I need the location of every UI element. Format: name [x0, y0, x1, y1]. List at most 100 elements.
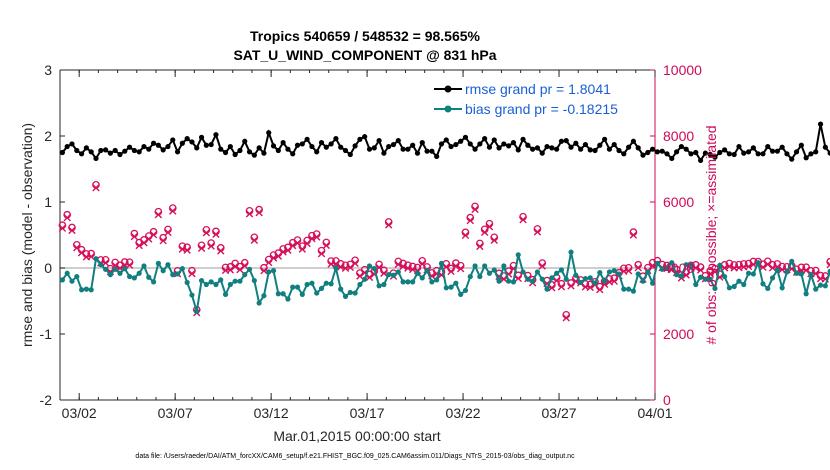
obs-assimilated-marker [380, 269, 388, 277]
obs-assimilated-stroke [154, 210, 163, 219]
bias-point [760, 281, 766, 287]
rmse-point [678, 143, 684, 150]
obs-assimilated-stroke [332, 260, 340, 268]
rmse-point [400, 146, 406, 152]
bias-point [366, 263, 373, 269]
obs-assimilated-stroke [370, 270, 378, 278]
rmse-point [434, 153, 440, 160]
bias-point [669, 260, 675, 266]
bias-point [155, 260, 161, 266]
rmse-point [126, 144, 133, 150]
bias-point [318, 285, 325, 292]
bias-point [261, 293, 267, 299]
bias-point [59, 277, 65, 283]
bias-point [539, 276, 545, 282]
rmse-point [78, 151, 85, 157]
bias-point [69, 278, 75, 284]
rmse-point [669, 155, 675, 162]
bias-point [534, 269, 541, 275]
bias-point [554, 270, 560, 276]
rmse-point [424, 148, 430, 154]
rmse-point [232, 151, 238, 158]
bias-point [88, 287, 94, 293]
rmse-point [774, 148, 780, 154]
bias-point [237, 278, 243, 284]
rmse-point [256, 145, 262, 151]
rmse-point [242, 138, 248, 144]
y-tick-label-left: 3 [44, 62, 52, 78]
rmse-point [664, 151, 670, 157]
bias-point [357, 281, 363, 288]
rmse-point [155, 142, 161, 148]
bias-point [606, 269, 613, 275]
bias-point [477, 273, 483, 280]
bias-point [251, 277, 257, 284]
rmse-point [218, 146, 224, 152]
obs-assimilated-marker [696, 266, 705, 274]
rmse-point [170, 137, 176, 143]
bias-point [160, 268, 166, 274]
bias-point [803, 291, 809, 297]
rmse-point [304, 136, 310, 142]
bias-point [189, 292, 195, 298]
rmse-point [357, 136, 363, 142]
rmse-point [803, 155, 809, 161]
obs-assimilated-stroke [279, 248, 287, 256]
bias-point [174, 271, 181, 277]
bias-point [227, 281, 233, 288]
rmse-point [290, 151, 296, 157]
obs-assimilated-stroke [634, 264, 642, 272]
x-tick-label: 04/01 [637, 405, 672, 421]
rmse-point [227, 143, 233, 150]
obs-assimilated-stroke [197, 244, 206, 253]
rmse-point [482, 136, 488, 142]
bias-point [386, 272, 392, 278]
obs-assimilated-marker [624, 267, 633, 275]
bias-point [429, 279, 435, 285]
rmse-point [539, 150, 545, 156]
obs-assimilated-stroke [620, 267, 628, 275]
obs-assimilated-marker [68, 226, 76, 235]
obs-assimilated-stroke [533, 228, 542, 236]
rmse-point [765, 143, 771, 150]
bias-point [525, 276, 531, 282]
obs-assimilated-stroke [341, 264, 350, 272]
bias-point [352, 290, 358, 296]
obs-assimilated-marker [648, 261, 657, 270]
obs-assimilated-stroke [202, 229, 211, 237]
obs-assimilated-marker [58, 224, 67, 232]
rmse-point [141, 143, 147, 150]
bias-point [309, 280, 315, 286]
rmse-point [721, 147, 728, 153]
bias-point [726, 285, 732, 291]
bias-point [472, 263, 478, 269]
bias-point [179, 266, 185, 272]
obs-assimilated-stroke [293, 239, 302, 247]
obs-assimilated-stroke [101, 259, 110, 267]
obs-assimilated-marker [375, 263, 383, 272]
obs-assimilated-stroke [744, 262, 753, 271]
obs-assimilated-marker [332, 260, 340, 268]
obs-assimilated-stroke [111, 261, 119, 270]
obs-assimilated-stroke [68, 226, 76, 235]
bias-point [721, 273, 728, 280]
rmse-point [549, 145, 555, 151]
legend-marker-bias [444, 105, 452, 113]
obs-assimilated-marker [471, 205, 479, 214]
bias-point [285, 296, 291, 302]
tick-label-layer: -2 -1 0 1 2 3 0 2000 4000 6000 8000 10000 03/02 03/07… [40, 62, 703, 421]
obs-assimilated-marker [485, 222, 494, 231]
bias-point [654, 260, 660, 266]
obs-assimilated-stroke [207, 242, 215, 250]
rmse-point [462, 134, 469, 140]
obs-assimilated-stroke [77, 249, 86, 257]
obs-assimilated-marker [207, 242, 215, 250]
rmse-point [453, 141, 459, 148]
bias-point [213, 281, 219, 288]
obs-assimilated-stroke [308, 235, 316, 243]
obs-assimilated-marker [313, 233, 321, 241]
bias-point [491, 267, 497, 273]
bias-point [208, 279, 214, 285]
obs-assimilated-stroke [241, 262, 249, 270]
bias-point [434, 277, 440, 283]
